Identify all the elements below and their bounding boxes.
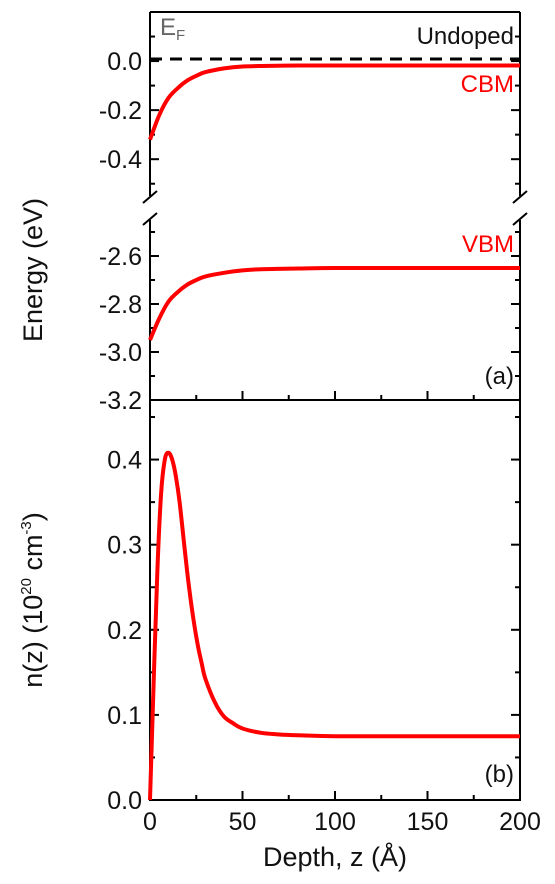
b-ytick-label: 0.1 bbox=[107, 702, 142, 730]
b-ytick-label: 0.3 bbox=[107, 532, 142, 560]
a-ytick-label: -2.6 bbox=[99, 243, 142, 271]
a-ytick-label: -0.4 bbox=[99, 146, 142, 174]
b-xtick-label: 150 bbox=[407, 808, 449, 836]
density-axis-title-exp: 20 bbox=[18, 578, 35, 595]
b-ytick-label: 0.4 bbox=[107, 447, 142, 475]
b-xtick-label: 200 bbox=[499, 808, 541, 836]
b-ytick-label: 0.2 bbox=[107, 617, 142, 645]
fermi-label-subscript: F bbox=[176, 27, 185, 44]
a-ytick-label: 0.0 bbox=[107, 48, 142, 76]
a-ytick-label: -0.2 bbox=[99, 97, 142, 125]
panel-b-frame bbox=[149, 399, 521, 801]
axis-break-right bbox=[512, 190, 528, 226]
b-xtick-label: 0 bbox=[143, 808, 157, 836]
vbm-curve bbox=[148, 265, 520, 341]
energy-axis-title: Energy (eV) bbox=[18, 198, 48, 342]
b-xtick-label: 100 bbox=[314, 808, 356, 836]
cbm-label: CBM bbox=[461, 71, 514, 98]
cbm-curve bbox=[148, 63, 520, 141]
undoped-label: Undoped bbox=[417, 23, 514, 50]
density-axis-title-unit: cm bbox=[18, 535, 48, 579]
density-axis-title-unit-exp: -3 bbox=[18, 521, 35, 534]
panel-a: 0.0-0.2-0.4-2.6-2.8-3.0-3.2 E F Undoped … bbox=[18, 11, 528, 415]
a-ytick-label: -2.8 bbox=[99, 291, 142, 319]
panel-b-ticks: 0.0 0.1 0.2 0.3 0.4 0 50 100 150 200 bbox=[107, 416, 541, 836]
fermi-label: E bbox=[160, 14, 176, 41]
depth-axis-title: Depth, z (Å) bbox=[263, 841, 407, 872]
density-axis-title-close: ) bbox=[18, 512, 48, 521]
a-ytick-label: -3.0 bbox=[99, 339, 142, 367]
carrier-density-curve bbox=[148, 450, 520, 801]
panel-a-frame bbox=[149, 11, 521, 400]
a-ytick-label: -3.2 bbox=[99, 387, 142, 415]
panel-b: 0.0 0.1 0.2 0.3 0.4 0 50 100 150 200 (b) n(z) (10… bbox=[18, 399, 541, 872]
vbm-label: VBM bbox=[462, 231, 514, 258]
density-axis-title-main: n(z) (10 bbox=[18, 595, 48, 688]
density-axis-title: n(z) (1020 cm-3) bbox=[18, 512, 48, 688]
axis-break-left bbox=[142, 190, 158, 226]
panel-a-label: (a) bbox=[485, 363, 514, 390]
b-xtick-label: 50 bbox=[229, 808, 257, 836]
panel-a-ticks: 0.0 -0.2 -0.4 -2.6 -2.8 -3.0 -3.2 bbox=[99, 35, 521, 415]
b-ytick-label: 0.0 bbox=[107, 787, 142, 815]
panel-b-label: (b) bbox=[485, 761, 514, 788]
